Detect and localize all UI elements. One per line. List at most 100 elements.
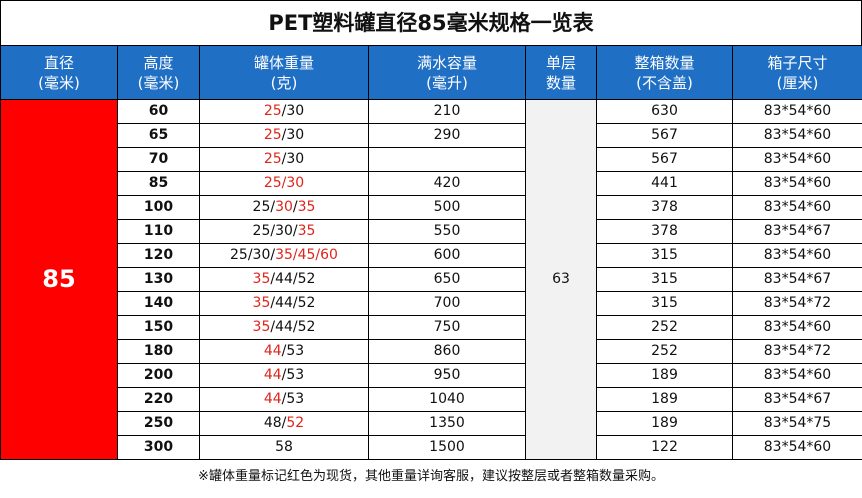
weight-cell: 48/52 xyxy=(199,411,369,436)
table-row: 250 48/52 1350 189 83*54*75 xyxy=(1,411,862,436)
layer-qty-cell: 63 xyxy=(525,99,597,460)
weight-cell: 44/53 xyxy=(199,387,369,412)
table-row: 120 25/30/35/45/60 600 315 83*54*60 xyxy=(1,243,862,268)
weight-in-stock: 52 xyxy=(286,415,305,431)
box-size-cell: 83*54*60 xyxy=(732,363,862,388)
height-cell: 140 xyxy=(117,291,200,316)
box-size-cell: 83*54*72 xyxy=(732,291,862,316)
weight-in-stock: 44 xyxy=(263,391,282,407)
box-qty-cell: 189 xyxy=(596,411,733,436)
weight-other: /53 xyxy=(281,343,305,359)
height-cell: 65 xyxy=(117,123,200,148)
table-row: 140 35/44/52 700 315 83*54*72 xyxy=(1,291,862,316)
weight-other: 25/30/ xyxy=(230,247,276,263)
box-size-cell: 83*54*60 xyxy=(732,195,862,220)
box-qty-cell: 189 xyxy=(596,387,733,412)
box-size-cell: 83*54*60 xyxy=(732,315,862,340)
box-size-cell: 83*54*67 xyxy=(732,387,862,412)
height-cell: 70 xyxy=(117,147,200,172)
table-row: 85 25/30 420 441 83*54*60 xyxy=(1,171,862,196)
weight-cell: 58 xyxy=(199,435,369,460)
height-cell: 180 xyxy=(117,339,200,364)
weight-other: /30 xyxy=(281,151,305,167)
box-size-cell: 83*54*72 xyxy=(732,339,862,364)
box-size-cell: 83*54*60 xyxy=(732,171,862,196)
height-cell: 130 xyxy=(117,267,200,292)
weight-cell: 35/44/52 xyxy=(199,267,369,292)
spec-table: 直径 (毫米) 高度 (毫米) 罐体重量 (克) 满水容量 (毫升) 单层 数量 整箱数量… xyxy=(0,45,862,460)
header-diameter: 直径 (毫米) xyxy=(0,45,118,100)
weight-other: /44/52 xyxy=(270,295,316,311)
weight-other: 25/ xyxy=(252,199,276,215)
capacity-cell: 550 xyxy=(368,219,526,244)
weight-in-stock: 25 xyxy=(263,127,282,143)
table-row: 200 44/53 950 189 83*54*60 xyxy=(1,363,862,388)
height-cell: 220 xyxy=(117,387,200,412)
box-size-cell: 83*54*60 xyxy=(732,99,862,124)
height-cell: 200 xyxy=(117,363,200,388)
table-row: 100 25/30/35 500 378 83*54*60 xyxy=(1,195,862,220)
header-height: 高度 (毫米) xyxy=(117,45,200,100)
weight-in-stock: 44 xyxy=(263,343,282,359)
box-qty-cell: 252 xyxy=(596,315,733,340)
capacity-cell: 860 xyxy=(368,339,526,364)
weight-cell: 35/44/52 xyxy=(199,291,369,316)
header-row: 直径 (毫米) 高度 (毫米) 罐体重量 (克) 满水容量 (毫升) 单层 数量 整箱数量… xyxy=(0,45,862,100)
weight-in-stock: 30 xyxy=(275,199,293,215)
capacity-cell: 700 xyxy=(368,291,526,316)
weight-other: 25/30/ xyxy=(252,223,298,239)
height-cell: 100 xyxy=(117,195,200,220)
weight-in-stock: 25 xyxy=(263,151,282,167)
box-qty-cell: 567 xyxy=(596,147,733,172)
capacity-cell: 290 xyxy=(368,123,526,148)
header-box-qty: 整箱数量 (不含盖) xyxy=(596,45,733,100)
box-qty-cell: 567 xyxy=(596,123,733,148)
weight-other: / xyxy=(292,199,298,215)
weight-in-stock: 35 xyxy=(297,223,316,239)
height-cell: 250 xyxy=(117,411,200,436)
box-qty-cell: 378 xyxy=(596,195,733,220)
weight-cell: 25/30/35 xyxy=(199,219,369,244)
table-row: 150 35/44/52 750 252 83*54*60 xyxy=(1,315,862,340)
weight-in-stock: 35 xyxy=(252,319,271,335)
height-cell: 120 xyxy=(117,243,200,268)
box-qty-cell: 378 xyxy=(596,219,733,244)
capacity-cell: 950 xyxy=(368,363,526,388)
table-row: 300 58 1500 122 83*54*60 xyxy=(1,435,862,460)
table-row: 85 60 25/30 210 63 630 83*54*60 xyxy=(0,99,862,460)
header-box-size: 箱子尺寸 (厘米) xyxy=(732,45,862,100)
header-weight: 罐体重量 (克) xyxy=(199,45,369,100)
weight-cell: 25/30 xyxy=(199,123,369,148)
weight-other: 48/ xyxy=(263,415,287,431)
box-size-cell: 83*54*60 xyxy=(732,147,862,172)
box-qty-cell: 189 xyxy=(596,363,733,388)
weight-cell: 35/44/52 xyxy=(199,315,369,340)
capacity-cell: 1500 xyxy=(368,435,526,460)
box-qty-cell: 441 xyxy=(596,171,733,196)
weight-other: /44/52 xyxy=(270,319,316,335)
box-size-cell: 83*54*67 xyxy=(732,219,862,244)
capacity-cell: 500 xyxy=(368,195,526,220)
weight-in-stock: 35 xyxy=(252,295,271,311)
capacity-cell: 1350 xyxy=(368,411,526,436)
weight-in-stock: 25 xyxy=(263,103,282,119)
table-body: 85 60 25/30 210 63 630 83*54*60 65 25/30 290 567 83… xyxy=(0,99,862,460)
capacity-cell: 420 xyxy=(368,171,526,196)
capacity-cell: 600 xyxy=(368,243,526,268)
capacity-cell: 210 xyxy=(368,99,526,124)
capacity-cell xyxy=(368,147,526,172)
box-qty-cell: 122 xyxy=(596,435,733,460)
table-row: 130 35/44/52 650 315 83*54*67 xyxy=(1,267,862,292)
capacity-cell: 1040 xyxy=(368,387,526,412)
page-title: PET塑料罐直径85毫米规格一览表 xyxy=(0,0,862,45)
weight-other: /30 xyxy=(281,103,305,119)
box-qty-cell: 315 xyxy=(596,243,733,268)
header-capacity: 满水容量 (毫升) xyxy=(368,45,526,100)
weight-cell: 25/30 xyxy=(199,171,369,196)
table-row: 70 25/30 567 83*54*60 xyxy=(1,147,862,172)
height-cell: 60 xyxy=(117,99,200,124)
capacity-cell: 650 xyxy=(368,267,526,292)
weight-in-stock: 25/30 xyxy=(263,175,305,191)
height-cell: 110 xyxy=(117,219,200,244)
box-size-cell: 83*54*60 xyxy=(732,435,862,460)
